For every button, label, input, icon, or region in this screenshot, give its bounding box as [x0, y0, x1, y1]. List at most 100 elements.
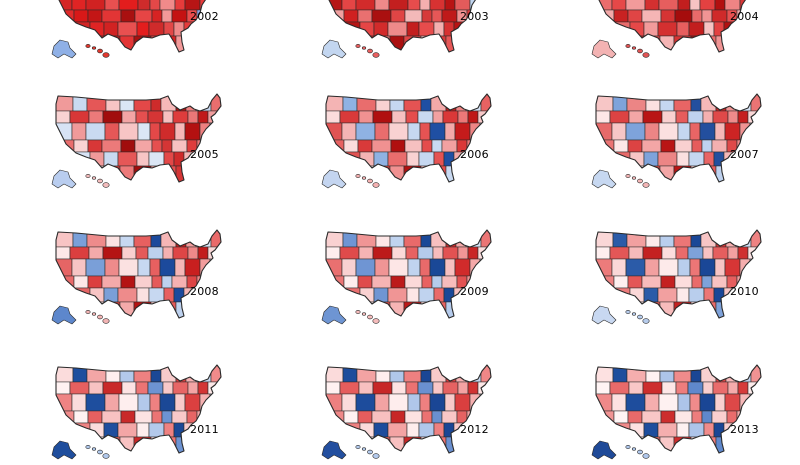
- hawaii-island: [91, 176, 97, 180]
- alaska-inset: [591, 39, 617, 59]
- state-region: [714, 393, 726, 412]
- state-region: [147, 246, 164, 260]
- state-region: [712, 110, 729, 124]
- state-region: [104, 122, 120, 141]
- state-region: [150, 165, 162, 182]
- year-label: 2003: [460, 10, 489, 23]
- state-region: [343, 275, 359, 289]
- state-region: [596, 410, 615, 424]
- state-region: [56, 287, 72, 303]
- us-outline: [328, 0, 476, 53]
- state-region: [343, 9, 359, 23]
- state-region: [185, 436, 197, 453]
- state-region: [391, 381, 407, 395]
- state-region: [148, 287, 165, 303]
- state-region: [406, 21, 420, 37]
- state-region: [195, 365, 212, 383]
- state-region: [625, 258, 646, 277]
- alaska-inset: [51, 440, 77, 460]
- state-region: [187, 381, 199, 395]
- state-region: [658, 122, 679, 141]
- state-region: [644, 258, 660, 277]
- state-region: [691, 275, 703, 289]
- alaska-inset: [591, 440, 617, 460]
- state-region: [690, 301, 702, 318]
- state-region: [612, 301, 628, 318]
- state-region: [610, 287, 631, 303]
- state-region: [326, 422, 342, 438]
- state-region: [160, 94, 177, 112]
- hawaii-island: [102, 453, 110, 459]
- state-region: [596, 139, 615, 153]
- state-region: [151, 275, 163, 289]
- state-region: [161, 410, 173, 424]
- state-region: [675, 246, 689, 260]
- state-region: [432, 110, 444, 124]
- state-region: [641, 9, 662, 23]
- state-region: [417, 110, 434, 124]
- state-region: [69, 381, 90, 395]
- state-region: [691, 139, 703, 153]
- state-region: [441, 9, 458, 23]
- state-region: [645, 230, 661, 248]
- state-region: [104, 0, 120, 11]
- state-region: [101, 275, 122, 289]
- state-region: [119, 301, 135, 318]
- state-region: [689, 0, 701, 11]
- state-region: [750, 35, 761, 52]
- state-region: [73, 139, 89, 153]
- state-region: [403, 436, 422, 453]
- year-label: 2009: [460, 285, 489, 298]
- state-region: [443, 21, 455, 37]
- state-region: [700, 165, 717, 182]
- state-region: [430, 365, 447, 383]
- state-region: [56, 139, 75, 153]
- state-region: [406, 287, 420, 303]
- state-region: [628, 381, 644, 395]
- state-region: [611, 393, 627, 412]
- state-region: [688, 422, 705, 438]
- map-panel-2004: 2004: [588, 0, 768, 64]
- state-region: [627, 9, 643, 23]
- state-region: [612, 230, 628, 248]
- state-region: [375, 230, 391, 248]
- state-region: [150, 301, 162, 318]
- state-region: [103, 21, 119, 37]
- state-region: [208, 21, 221, 37]
- state-region: [162, 246, 174, 260]
- hawaii-island: [642, 453, 650, 459]
- state-region: [465, 301, 482, 318]
- state-region: [657, 287, 678, 303]
- hawaii-island: [637, 314, 643, 320]
- state-region: [596, 9, 615, 23]
- state-region: [419, 122, 431, 141]
- state-region: [387, 422, 408, 438]
- state-region: [160, 165, 177, 182]
- us-map-2004: [591, 0, 761, 59]
- state-region: [184, 393, 201, 412]
- state-region: [101, 139, 122, 153]
- state-region: [56, 9, 75, 23]
- state-region: [185, 301, 197, 318]
- state-region: [748, 21, 761, 37]
- state-region: [210, 436, 221, 453]
- state-region: [689, 258, 701, 277]
- state-region: [358, 110, 374, 124]
- state-region: [342, 165, 358, 182]
- state-region: [388, 122, 409, 141]
- state-region: [371, 275, 392, 289]
- state-region: [326, 9, 345, 23]
- state-region: [689, 393, 701, 412]
- state-region: [691, 9, 703, 23]
- state-region: [673, 94, 692, 112]
- state-region: [103, 151, 119, 167]
- state-region: [737, 110, 749, 124]
- state-region: [342, 35, 358, 52]
- state-region: [480, 165, 491, 182]
- state-region: [372, 381, 393, 395]
- state-region: [388, 0, 409, 11]
- state-region: [342, 365, 358, 383]
- state-region: [627, 410, 643, 424]
- state-region: [478, 21, 491, 37]
- state-region: [454, 393, 471, 412]
